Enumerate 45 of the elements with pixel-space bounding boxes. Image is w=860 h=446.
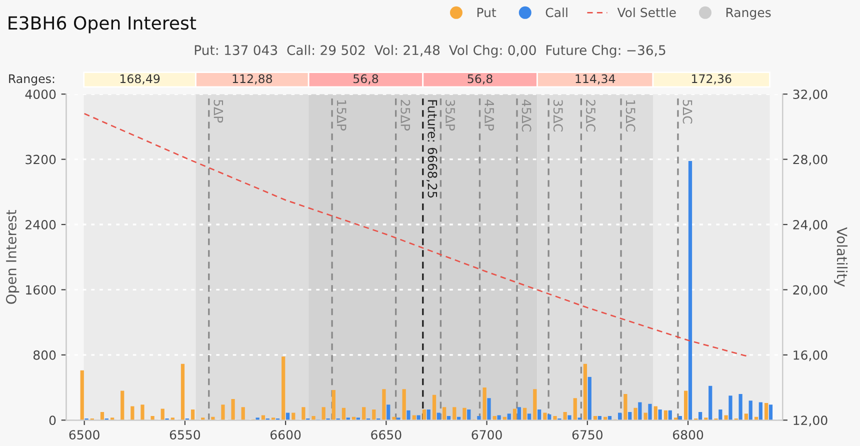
y2-tick-label: 16,00	[794, 350, 828, 362]
x-tick-label: 6800	[672, 430, 704, 440]
ref-line-label: 35ΔP	[446, 100, 455, 131]
y2-tick-label: 12,00	[794, 416, 828, 426]
y-tick-label: 800	[33, 350, 56, 360]
band-label: 56,8	[354, 74, 378, 84]
legend-label: Call	[546, 8, 568, 18]
ref-line-label: Future: 6668,25	[426, 100, 438, 198]
chart-subtitle: Put: 137 043 Call: 29 502 Vol: 21,48 Vol Chg: 0,00 Future Chg: −36,5	[194, 44, 666, 58]
ref-line-label: 35ΔC	[553, 100, 563, 132]
legend-label: Vol Settle	[617, 8, 676, 18]
band-label: 168,49	[120, 74, 160, 84]
y2-tick-label: 28,00	[793, 154, 828, 166]
band-label: 172,36	[692, 74, 732, 84]
y-tick-label: 3200	[26, 154, 56, 164]
ref-line-label: 15ΔC	[626, 100, 636, 132]
x-tick-label: 6750	[572, 430, 602, 440]
y-tick-label: 4000	[25, 90, 56, 100]
x-tick-label: 6500	[69, 430, 100, 440]
y2-axis-title: Volatility	[834, 227, 848, 287]
y2-tick-label: 24,00	[793, 220, 828, 231]
chart-title: E3BH6 Open Interest	[8, 16, 196, 34]
ref-line-label: 45ΔC	[522, 100, 532, 132]
y-tick-label: 0	[49, 416, 56, 426]
x-tick-label: 6700	[472, 430, 502, 440]
legend-label: Put	[477, 8, 496, 18]
x-tick-label: 6550	[170, 430, 200, 440]
band-label: 56,8	[468, 74, 492, 84]
ref-line-label: 45ΔP	[484, 100, 494, 131]
text: Ranges:	[9, 74, 54, 86]
ref-line-label: 25ΔP	[400, 100, 410, 131]
y-tick-label: 2400	[26, 220, 56, 230]
ref-line-label: 25ΔC	[586, 100, 596, 132]
band-label: 112,88	[232, 74, 272, 84]
ref-line-label: 5ΔP	[214, 100, 224, 123]
ref-line-label: 5ΔC	[682, 100, 692, 124]
text: Ranges	[726, 8, 771, 20]
y-tick-label: 1600	[26, 285, 56, 295]
y-axis-title: Open Interest	[6, 210, 20, 304]
y2-tick-label: 20,00	[793, 285, 828, 296]
x-tick-label: 6650	[371, 430, 402, 440]
y2-tick-label: 32,00	[793, 90, 828, 100]
ref-line-label: 15ΔP	[336, 100, 346, 131]
x-tick-label: 6600	[270, 430, 301, 440]
band-label: 114,34	[576, 74, 616, 84]
